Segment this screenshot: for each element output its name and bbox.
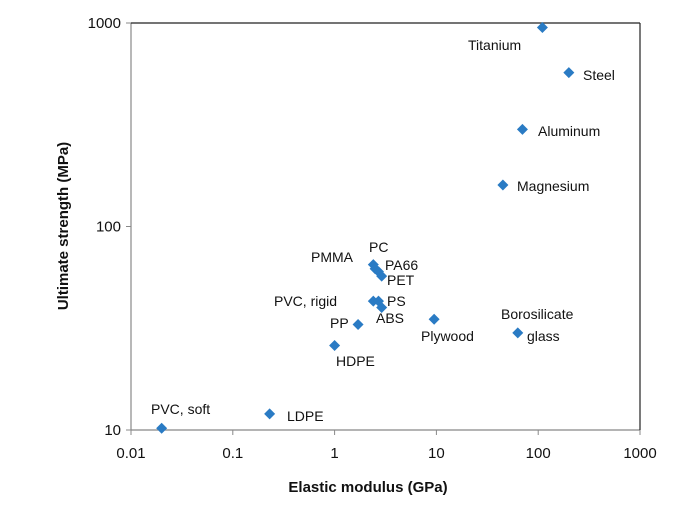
- y-axis-title: Ultimate strength (MPa): [55, 142, 72, 310]
- point-label: Magnesium: [517, 178, 589, 194]
- data-point: [376, 301, 388, 313]
- data-point: [156, 422, 168, 434]
- point-label: PVC, soft: [151, 401, 210, 417]
- point-label: Titanium: [468, 37, 521, 53]
- y-axis-ticks: 10 100 1000: [88, 15, 131, 439]
- x-tick-label: 1: [330, 445, 338, 462]
- data-point: [352, 318, 364, 330]
- x-axis-title: Elastic modulus (GPa): [288, 479, 447, 496]
- point-label: Aluminum: [538, 123, 600, 139]
- point-label: PP: [330, 315, 349, 331]
- x-tick-label: 100: [526, 445, 551, 462]
- data-point: [536, 22, 548, 34]
- data-point: [563, 67, 575, 79]
- data-point: [512, 327, 524, 339]
- point-label: glass: [527, 328, 560, 344]
- point-label: PMMA: [311, 249, 354, 265]
- y-tick-label: 100: [96, 219, 121, 236]
- x-tick-label: 0.1: [222, 445, 243, 462]
- x-tick-label: 0.01: [116, 445, 145, 462]
- plot-frame: [130, 22, 641, 431]
- point-label: PET: [387, 272, 415, 288]
- point-label: ABS: [376, 310, 404, 326]
- point-label: PVC, rigid: [274, 293, 337, 309]
- x-tick-label: 10: [428, 445, 445, 462]
- data-point: [516, 123, 528, 135]
- x-tick-label: 1000: [623, 445, 656, 462]
- point-label: PS: [387, 293, 406, 309]
- x-axis-ticks: 0.01 0.1 1 10 100 1000: [116, 430, 657, 462]
- data-points: [156, 22, 575, 434]
- data-point: [497, 179, 509, 191]
- point-label: PC: [369, 239, 388, 255]
- y-tick-label: 10: [104, 422, 121, 439]
- data-point: [329, 340, 341, 352]
- point-label: HDPE: [336, 353, 375, 369]
- point-label: LDPE: [287, 408, 324, 424]
- point-label: Borosilicate: [501, 306, 574, 322]
- y-tick-label: 1000: [88, 15, 121, 32]
- data-point: [376, 270, 388, 282]
- point-label: Steel: [583, 67, 615, 83]
- data-point: [428, 313, 440, 325]
- point-labels: Titanium Steel Aluminum Magnesium Borosilica…: [151, 37, 615, 424]
- point-label: PA66: [385, 257, 418, 273]
- point-label: Plywood: [421, 328, 474, 344]
- data-point: [264, 408, 276, 420]
